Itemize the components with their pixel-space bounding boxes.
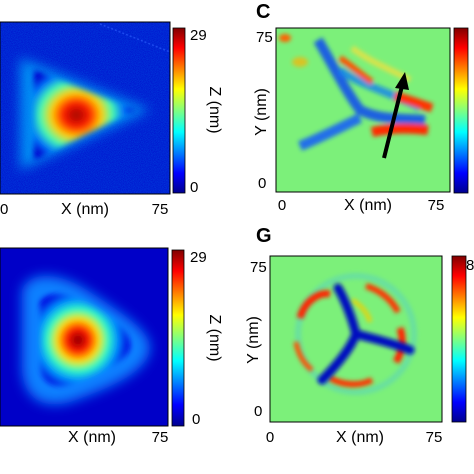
top-left-colorbar-tick-min: 0 [190,179,198,196]
bottom-right-red-lobe-2 [365,283,401,314]
top-left-x-tick-75: 75 [152,201,169,218]
bottom-right-y-tick-75: 75 [250,259,267,276]
bottom-right-colorbar [451,255,467,423]
top-right-red-band-1 [370,123,429,137]
bottom-right-x-tick-0: 0 [266,429,274,446]
top-right-colorbar [453,27,469,194]
bottom-right-y-tick-0: 0 [254,403,262,420]
bottom-right-y-label: Y (nm) [245,316,262,364]
top-left-triangle [34,70,135,160]
top-left-colorbar-tick-max: 29 [190,27,207,44]
top-left-heatmap: 0 75 X (nm) 29 0 Z (nm) [0,21,223,218]
bottom-right-red-lobe-5 [293,341,314,372]
bottom-right-arm-lower [317,329,361,385]
top-right-arrow-shaft [382,85,404,159]
top-left-map-frame [0,21,171,195]
top-right-y-tick-0: 0 [258,175,266,192]
top-right-red-spot [292,57,308,67]
top-right-y-label: Y (nm) [253,88,270,136]
bottom-left-x-tick-75: 75 [152,429,169,446]
bottom-right-red-lobe-1 [296,290,331,320]
top-right-map-frame [275,27,451,193]
bottom-left-x-label: X (nm) [68,429,116,446]
bottom-left-heatmap: X (nm) 75 29 0 Z (nm) [0,247,223,446]
top-right-arrow-head [395,72,409,90]
bottom-left-colorbar-tick-max: 29 [190,249,207,266]
bottom-right-red-lobe-4 [328,375,374,388]
bottom-left-colorbar [171,249,185,427]
top-right-blue-arm-1 [313,37,426,125]
top-right-red-band-3 [338,55,374,85]
bottom-left-colorbar-label: Z (nm) [206,314,223,361]
top-right-blue-arm-2 [298,113,363,151]
bottom-right-map-frame [269,255,443,423]
bottom-right-yellow-lobe [350,297,373,323]
bottom-right-ring [295,273,417,395]
top-right-x-tick-0: 0 [278,197,286,214]
bottom-left-triangle [40,294,131,386]
bottom-left-map-frame [0,247,169,427]
top-right-y-tick-75: 75 [256,29,273,46]
top-left-colorbar [172,27,186,194]
bottom-right-x-tick-75: 75 [426,429,443,446]
top-left-scan-streak [99,23,170,53]
panel-label-g: G [256,225,272,247]
top-right-x-label: X (nm) [344,197,392,214]
top-right-heatmap: C 75 0 Y (nm) 0 75 X (nm) [253,1,469,214]
bottom-right-x-label: X (nm) [336,429,384,446]
top-left-x-tick-0: 0 [0,201,8,218]
top-right-red-speck [279,34,291,42]
bottom-left-colorbar-tick-min: 0 [192,411,200,428]
panel-label-c: C [256,1,270,23]
top-left-colorbar-label: Z (nm) [206,86,223,133]
bottom-right-heatmap: G 75 0 Y (nm) 0 75 X (nm) 8 [245,225,474,446]
top-left-x-label: X (nm) [61,201,109,218]
bottom-right-colorbar-tick-max: 8 [466,257,474,274]
top-right-x-tick-75: 75 [428,197,445,214]
